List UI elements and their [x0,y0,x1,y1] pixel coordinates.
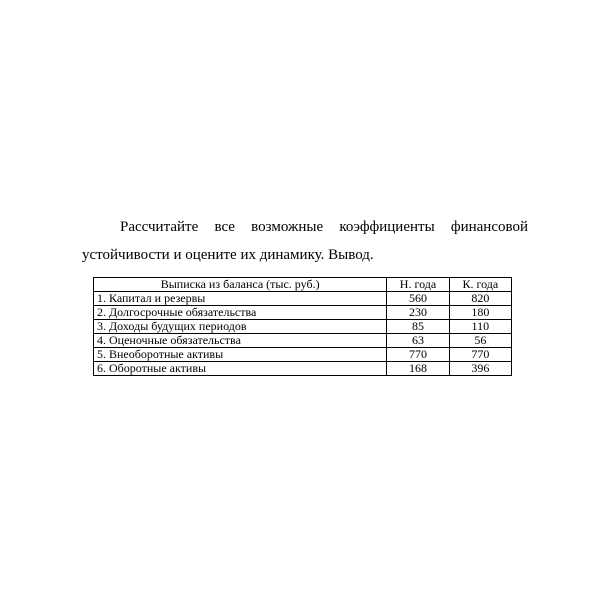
table-row: 3. Доходы будущих периодов 85 110 [92,319,513,334]
task-text: Рассчитайте все возможные коэффициенты ф… [82,219,528,263]
value-end-of-year: 180 [448,305,513,320]
table-row: 5. Внеоборотные активы 770 770 [92,347,513,362]
value-start-of-year: 63 [386,333,450,348]
value-start-of-year: 560 [386,291,450,306]
row-label: 1. Капитал и резервы [92,291,388,306]
row-label: 2. Долгосрочные обязательства [92,305,388,320]
table-header-row: Выписка из баланса (тыс. руб.) Н. года К… [92,277,513,292]
row-label: 4. Оценочные обязательства [92,333,388,348]
row-label: 5. Внеоборотные активы [92,347,388,362]
table-row: 4. Оценочные обязательства 63 56 [92,333,513,348]
value-start-of-year: 230 [386,305,450,320]
table-body: 1. Капитал и резервы 560 820 2. Долгосрочны… [92,291,513,376]
row-label: 3. Доходы будущих периодов [92,319,388,334]
header-start-of-year: Н. года [386,277,450,292]
balance-table: Выписка из баланса (тыс. руб.) Н. года К… [92,277,513,376]
value-end-of-year: 110 [448,319,513,334]
row-label: 6. Оборотные активы [92,361,388,376]
value-start-of-year: 770 [386,347,450,362]
value-end-of-year: 396 [448,361,513,376]
table-row: 2. Долгосрочные обязательства 230 180 [92,305,513,320]
table-row: 6. Оборотные активы 168 396 [92,361,513,376]
value-end-of-year: 56 [448,333,513,348]
value-start-of-year: 168 [386,361,450,376]
header-balance-extract: Выписка из баланса (тыс. руб.) [92,277,388,292]
value-end-of-year: 770 [448,347,513,362]
table-row: 1. Капитал и резервы 560 820 [92,291,513,306]
value-start-of-year: 85 [386,319,450,334]
value-end-of-year: 820 [448,291,513,306]
header-end-of-year: К. года [448,277,513,292]
